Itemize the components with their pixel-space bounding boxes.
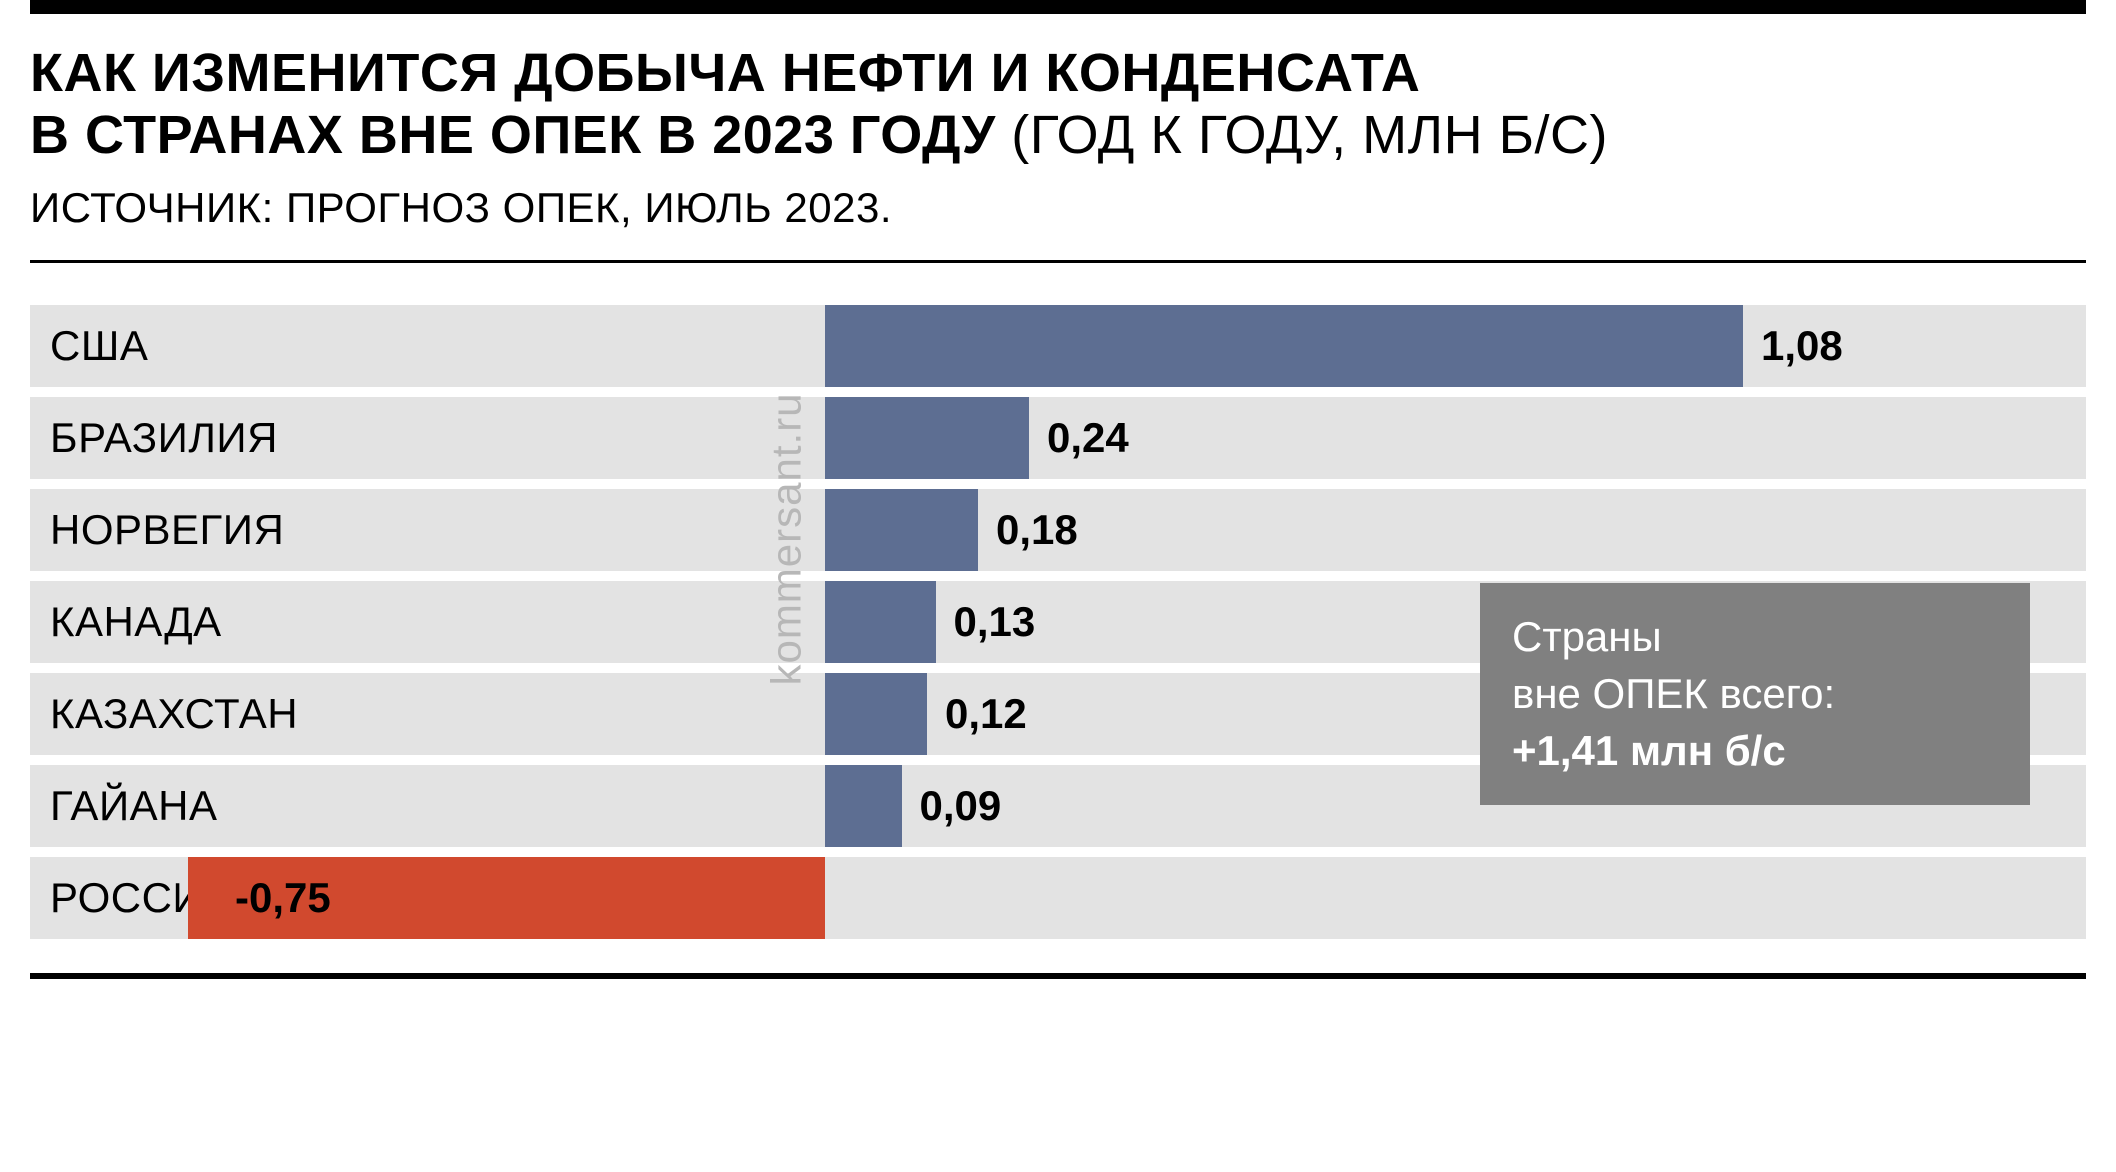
value-label: 0,18 bbox=[996, 506, 1078, 554]
country-label: КАЗАХСТАН bbox=[50, 690, 298, 738]
value-label: -0,75 bbox=[235, 874, 331, 922]
value-label: 0,12 bbox=[945, 690, 1027, 738]
top-rule bbox=[30, 0, 2086, 14]
value-label: 1,08 bbox=[1761, 322, 1843, 370]
bar-positive bbox=[825, 397, 1029, 479]
bar-positive bbox=[825, 673, 927, 755]
country-label: КАНАДА bbox=[50, 598, 222, 646]
title-line1: КАК ИЗМЕНИТСЯ ДОБЫЧА НЕФТИ И КОНДЕНСАТА bbox=[30, 43, 1420, 103]
value-label: 0,13 bbox=[954, 598, 1036, 646]
summary-total: +1,41 млн б/с bbox=[1512, 723, 1998, 780]
bar-positive bbox=[825, 305, 1743, 387]
chart-row: БРАЗИЛИЯ 0,24 bbox=[30, 397, 2086, 479]
summary-line2: вне ОПЕК всего: bbox=[1512, 666, 1998, 723]
bar-positive bbox=[825, 489, 978, 571]
country-label: БРАЗИЛИЯ bbox=[50, 414, 278, 462]
value-label: 0,24 bbox=[1047, 414, 1129, 462]
country-label: США bbox=[50, 322, 148, 370]
chart-row: НОРВЕГИЯ 0,18 bbox=[30, 489, 2086, 571]
chart-area: США 1,08 БРАЗИЛИЯ 0,24 НОРВЕГИЯ 0,18 КАНАДА 0,1… bbox=[30, 305, 2086, 939]
bar-positive bbox=[825, 765, 902, 847]
title-line2-regular: (ГОД К ГОДУ, МЛН Б/С) bbox=[1011, 105, 1608, 165]
mid-rule bbox=[30, 260, 2086, 263]
chart-row: США 1,08 bbox=[30, 305, 2086, 387]
title-line2-bold: В СТРАНАХ ВНЕ ОПЕК В 2023 ГОДУ bbox=[30, 105, 1011, 165]
source-line: ИСТОЧНИК: ПРОГНОЗ ОПЕК, ИЮЛЬ 2023. bbox=[30, 184, 2086, 232]
chart-row: РОССИЯ-0,75 bbox=[30, 857, 2086, 939]
summary-box: Страны вне ОПЕК всего: +1,41 млн б/с bbox=[1480, 583, 2030, 805]
title-block: КАК ИЗМЕНИТСЯ ДОБЫЧА НЕФТИ И КОНДЕНСАТА … bbox=[30, 42, 2086, 166]
value-label: 0,09 bbox=[920, 782, 1002, 830]
bar-positive bbox=[825, 581, 936, 663]
country-label: НОРВЕГИЯ bbox=[50, 506, 284, 554]
bottom-rule bbox=[30, 973, 2086, 979]
country-label: ГАЙАНА bbox=[50, 782, 218, 830]
summary-line1: Страны bbox=[1512, 609, 1998, 666]
